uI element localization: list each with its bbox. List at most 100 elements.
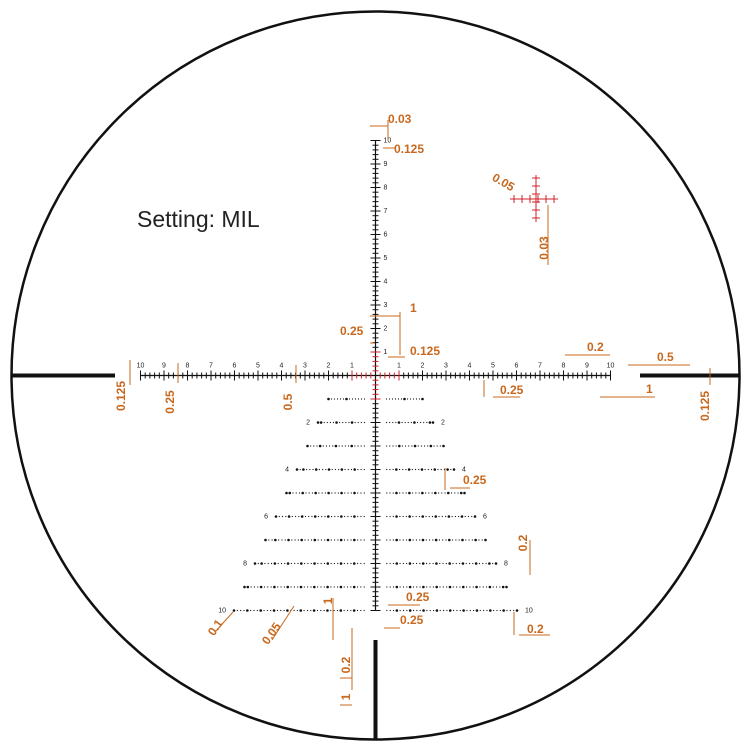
- tree-dot: [363, 398, 366, 400]
- tree-dot: [347, 445, 350, 447]
- tree-dot: [360, 445, 362, 447]
- dimension-label: 0.2: [587, 340, 604, 354]
- tree-dot: [294, 539, 296, 541]
- tree-dot: [402, 562, 404, 565]
- tree-dot: [277, 586, 279, 588]
- tree-dot: [418, 492, 420, 494]
- tree-dot: [313, 515, 317, 518]
- tree-dot: [335, 421, 338, 424]
- tree-dot: [397, 398, 400, 400]
- scale-number: 3: [384, 302, 388, 309]
- tree-dot: [435, 585, 438, 589]
- tree-dot: [425, 515, 427, 518]
- tree-dot: [354, 445, 356, 447]
- tree-dot: [301, 491, 305, 495]
- tree-dot: [323, 562, 326, 565]
- tree-dot: [320, 586, 322, 588]
- tree-dot: [464, 515, 466, 518]
- tree-dot: [286, 562, 290, 565]
- tree-dot: [321, 515, 323, 518]
- tree-dot: [293, 609, 295, 612]
- scale-number: 10: [384, 137, 392, 144]
- tree-dot: [401, 445, 404, 447]
- tree-dot: [353, 491, 356, 495]
- tree-dot: [350, 539, 352, 541]
- tree-dot: [290, 562, 292, 565]
- tree-dot: [428, 515, 430, 518]
- tree-dot: [274, 538, 277, 542]
- tree-dot: [407, 468, 411, 471]
- tree-dot: [327, 491, 330, 495]
- tree-dot: [353, 468, 356, 471]
- tree-dot: [259, 585, 263, 589]
- tree-dot: [418, 468, 420, 471]
- tree-dot: [469, 609, 471, 612]
- dimension-label: 0.25: [406, 590, 430, 604]
- scale-number: 1: [397, 362, 401, 369]
- tree-label: 2: [441, 419, 445, 426]
- tree-dot: [297, 539, 300, 541]
- tree-dot: [363, 539, 365, 541]
- tree-dot: [432, 539, 434, 541]
- tree-dot: [318, 468, 321, 471]
- tree-dot: [330, 398, 333, 400]
- scale-number: 6: [515, 362, 519, 369]
- tree-dot: [451, 515, 453, 518]
- tree-dot: [458, 515, 460, 518]
- tree-label: 2: [306, 419, 310, 426]
- tree-dot: [426, 609, 428, 612]
- tree-dot: [283, 609, 285, 612]
- tree-dot: [243, 585, 246, 589]
- tree-dot: [256, 609, 258, 612]
- tree-dot: [310, 562, 312, 565]
- tree-dot: [454, 515, 456, 518]
- tree-dot: [363, 609, 365, 612]
- tree-dot: [332, 445, 334, 447]
- tree-dot: [486, 609, 488, 612]
- tree-dot: [290, 586, 292, 588]
- tree-dot: [389, 586, 391, 588]
- tree-dot: [467, 515, 470, 518]
- tree-dot: [439, 562, 441, 565]
- tree-dot: [339, 398, 342, 400]
- tree-dot: [455, 539, 457, 541]
- tree-dot: [270, 562, 273, 565]
- tree-dot: [278, 539, 280, 541]
- tree-dot: [363, 492, 365, 494]
- tree-dot: [407, 421, 409, 424]
- tree-dot: [402, 586, 405, 588]
- tree-dot: [413, 421, 416, 424]
- tree-dot: [250, 609, 252, 612]
- tree-dot: [395, 445, 397, 447]
- tree-dot: [461, 585, 465, 589]
- dimension-label: 0.25: [463, 473, 487, 487]
- scale-number: 9: [162, 362, 166, 369]
- tree-dot: [278, 515, 280, 518]
- tree-dot: [350, 562, 352, 565]
- tree-dot: [456, 609, 458, 612]
- tree-dot: [478, 539, 480, 541]
- tree-dot: [311, 492, 314, 494]
- tree-dot: [276, 609, 278, 612]
- tree-dot: [475, 609, 479, 612]
- tree-dot: [418, 515, 421, 518]
- tree-dot: [474, 538, 477, 542]
- tree-dot: [401, 421, 403, 424]
- tree-dot: [399, 515, 401, 518]
- tree-dot: [412, 609, 415, 612]
- tree-dot: [303, 609, 305, 612]
- tree-dot: [285, 515, 287, 518]
- tree-dot: [347, 468, 349, 471]
- tree-dot: [412, 562, 414, 565]
- tree-dot: [320, 609, 322, 612]
- tree-dot: [318, 492, 320, 494]
- tree-dot: [424, 468, 426, 471]
- tree-dot: [343, 562, 345, 565]
- scale-number: 4: [384, 278, 388, 285]
- tree-dot: [250, 586, 252, 588]
- tree-dot: [454, 492, 456, 494]
- dimension-label: 0.2: [516, 534, 530, 551]
- dimension-line: [214, 611, 234, 633]
- tree-dot: [357, 398, 360, 400]
- tree-dot: [442, 609, 445, 612]
